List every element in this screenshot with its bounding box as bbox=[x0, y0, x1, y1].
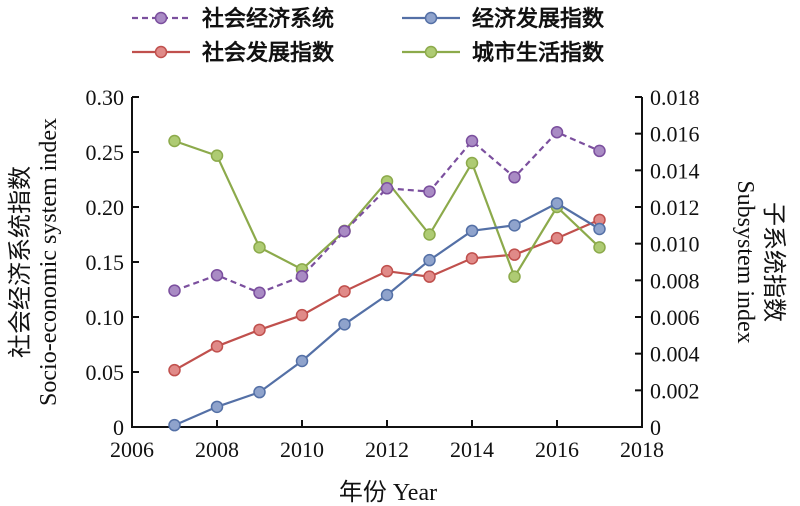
left-axis-title: 社会经济系统指数 Socio-economic system index bbox=[7, 118, 62, 406]
legend-item: 社会经济系统 bbox=[132, 6, 334, 32]
data-point bbox=[423, 253, 436, 267]
x-tick-label: 2018 bbox=[620, 437, 664, 462]
legend-label: 城市生活指数 bbox=[472, 40, 605, 66]
data-point bbox=[423, 270, 436, 283]
axis-frame bbox=[131, 97, 643, 428]
left-y-tick-label: 0.30 bbox=[86, 85, 125, 110]
right-axis-title-en: Subsystem index bbox=[732, 180, 758, 343]
data-point bbox=[380, 182, 394, 195]
right-y-tick-label: 0.002 bbox=[650, 378, 700, 403]
data-point bbox=[295, 270, 309, 283]
data-point bbox=[508, 270, 521, 283]
right-y-tick-label: 0 bbox=[650, 415, 661, 440]
data-point bbox=[423, 228, 436, 241]
data-point bbox=[168, 284, 181, 297]
right-y-tick-label: 0.016 bbox=[650, 122, 700, 147]
axes: 2006 2008 2010 2012 2014 2016 201800.050.100.1… bbox=[86, 85, 700, 462]
right-y-tick-label: 0.012 bbox=[650, 195, 700, 220]
left-axis-title-cn: 社会经济系统指数 bbox=[7, 166, 34, 358]
data-point bbox=[168, 418, 181, 432]
data-point bbox=[508, 219, 521, 232]
right-axis-title-cn: 子系统指数 bbox=[760, 202, 787, 322]
left-y-tick-label: 0 bbox=[113, 415, 124, 440]
data-point bbox=[465, 134, 479, 148]
left-y-tick-label: 0.20 bbox=[86, 195, 125, 220]
data-point bbox=[508, 248, 521, 261]
data-point bbox=[253, 385, 266, 399]
data-point bbox=[550, 197, 564, 210]
x-axis-title: 年份 Year bbox=[339, 479, 437, 506]
data-point bbox=[380, 288, 394, 302]
legend-item: 经济发展指数 bbox=[402, 6, 605, 32]
legend-label: 社会经济系统 bbox=[202, 6, 334, 32]
series-line bbox=[174, 202, 601, 427]
series-group bbox=[168, 125, 606, 300]
data-point bbox=[253, 286, 266, 300]
data-point bbox=[295, 354, 309, 368]
x-tick-label: 2010 bbox=[280, 437, 324, 462]
legend-swatch-marker bbox=[424, 45, 438, 59]
data-point bbox=[253, 323, 266, 337]
left-y-tick-label: 0.15 bbox=[86, 250, 125, 275]
data-point bbox=[253, 241, 266, 254]
data-point bbox=[465, 252, 479, 265]
right-y-tick-label: 0.018 bbox=[650, 85, 700, 110]
series-group bbox=[168, 197, 606, 432]
left-y-tick-label: 0.10 bbox=[86, 305, 125, 330]
data-point bbox=[465, 224, 479, 238]
data-point bbox=[210, 268, 224, 282]
legend-label: 社会发展指数 bbox=[202, 40, 335, 66]
data-point bbox=[168, 363, 181, 377]
right-y-tick-label: 0.004 bbox=[650, 342, 700, 367]
data-point bbox=[508, 171, 521, 184]
right-y-tick-label: 0.008 bbox=[650, 268, 700, 293]
x-tick-label: 2014 bbox=[450, 437, 494, 462]
data-point bbox=[593, 241, 606, 254]
data-point bbox=[168, 134, 181, 148]
data-point bbox=[550, 231, 564, 245]
data-point bbox=[380, 264, 394, 278]
series-group bbox=[168, 213, 606, 377]
legend-swatch-marker bbox=[154, 11, 168, 25]
x-tick-label: 2006 bbox=[110, 437, 154, 462]
series-line bbox=[174, 130, 600, 294]
legend-label: 经济发展指数 bbox=[472, 6, 605, 32]
legend-swatch-marker bbox=[154, 45, 168, 59]
data-point bbox=[465, 156, 479, 170]
right-y-tick-label: 0.014 bbox=[650, 158, 700, 183]
legend-item: 社会发展指数 bbox=[132, 40, 335, 66]
legend-swatch-marker bbox=[424, 11, 438, 25]
data-point bbox=[423, 185, 436, 198]
data-point bbox=[550, 125, 564, 139]
left-axis-title-en: Socio-economic system index bbox=[36, 118, 62, 406]
x-tick-label: 2008 bbox=[195, 437, 239, 462]
data-point bbox=[338, 224, 351, 238]
data-point bbox=[593, 144, 606, 158]
data-point bbox=[295, 308, 309, 322]
data-point bbox=[210, 400, 224, 414]
data-point bbox=[210, 149, 224, 162]
data-point bbox=[210, 340, 224, 353]
right-y-tick-label: 0.006 bbox=[650, 305, 700, 330]
series-line bbox=[174, 139, 601, 280]
data-point bbox=[338, 318, 351, 331]
left-y-tick-label: 0.05 bbox=[86, 360, 125, 385]
legend-item: 城市生活指数 bbox=[402, 40, 605, 66]
right-y-tick-label: 0.010 bbox=[650, 232, 700, 257]
right-axis-title: 子系统指数 Subsystem index bbox=[732, 180, 787, 343]
left-y-tick-label: 0.25 bbox=[86, 140, 125, 165]
x-tick-label: 2012 bbox=[365, 437, 409, 462]
series-group bbox=[168, 134, 606, 283]
data-point bbox=[338, 285, 351, 298]
series-layer bbox=[168, 125, 606, 432]
x-tick-label: 2016 bbox=[535, 437, 579, 462]
data-point bbox=[593, 222, 606, 236]
